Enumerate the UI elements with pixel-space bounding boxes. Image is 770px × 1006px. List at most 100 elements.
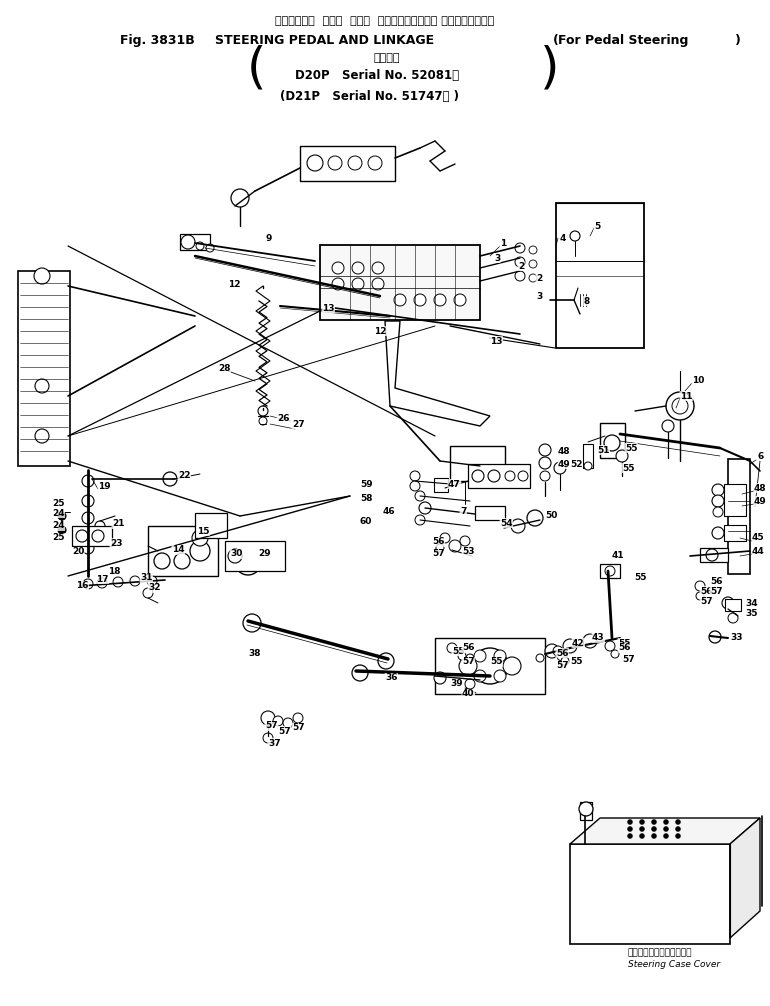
Circle shape <box>35 429 49 443</box>
Text: 57: 57 <box>432 549 444 558</box>
Circle shape <box>231 189 249 207</box>
Text: 48: 48 <box>754 484 767 493</box>
Bar <box>434 478 448 492</box>
Text: 34: 34 <box>745 600 758 609</box>
Text: 51: 51 <box>597 446 610 455</box>
Text: 56: 56 <box>710 576 722 585</box>
Circle shape <box>474 650 486 662</box>
Bar <box>580 802 592 820</box>
Circle shape <box>529 274 537 282</box>
Text: 55: 55 <box>490 658 503 667</box>
Circle shape <box>664 827 668 832</box>
Text: 3: 3 <box>494 254 501 263</box>
Bar <box>728 459 750 574</box>
Circle shape <box>415 515 425 525</box>
Circle shape <box>557 651 567 661</box>
Circle shape <box>494 650 506 662</box>
Bar <box>570 844 730 944</box>
Circle shape <box>640 827 644 832</box>
Circle shape <box>651 834 657 838</box>
Circle shape <box>540 471 550 481</box>
Text: 16: 16 <box>76 581 89 591</box>
Text: 36: 36 <box>385 673 397 682</box>
Circle shape <box>95 521 105 531</box>
Circle shape <box>672 398 688 414</box>
Text: 17: 17 <box>96 574 109 583</box>
Text: 25: 25 <box>52 499 65 507</box>
Circle shape <box>712 527 724 539</box>
Circle shape <box>611 650 619 658</box>
Circle shape <box>242 556 254 568</box>
Text: 3: 3 <box>536 292 542 301</box>
Text: 39: 39 <box>450 679 463 688</box>
Circle shape <box>651 827 657 832</box>
Text: 21: 21 <box>112 519 125 528</box>
Text: ): ) <box>540 44 560 92</box>
Text: 26: 26 <box>277 413 290 423</box>
Text: 49: 49 <box>754 497 767 505</box>
Circle shape <box>82 475 94 487</box>
Circle shape <box>640 834 644 838</box>
Circle shape <box>378 653 394 669</box>
Text: 43: 43 <box>592 634 604 643</box>
Text: 57: 57 <box>462 658 474 667</box>
Polygon shape <box>385 321 490 426</box>
Text: 8: 8 <box>583 297 589 306</box>
Circle shape <box>436 544 444 552</box>
Bar <box>475 506 505 520</box>
Circle shape <box>458 652 466 660</box>
Circle shape <box>709 631 721 643</box>
Circle shape <box>713 507 723 517</box>
Text: 41: 41 <box>612 551 624 560</box>
Text: 49: 49 <box>558 460 571 469</box>
Circle shape <box>263 733 273 743</box>
Text: 52: 52 <box>570 460 582 469</box>
Circle shape <box>243 614 261 632</box>
Circle shape <box>712 484 724 496</box>
Text: 6: 6 <box>758 452 765 461</box>
Text: D20P   Serial No. 52081～: D20P Serial No. 52081～ <box>295 69 459 82</box>
Text: 24: 24 <box>52 508 65 517</box>
Bar <box>556 203 644 348</box>
Circle shape <box>259 417 267 425</box>
Circle shape <box>505 471 515 481</box>
Circle shape <box>604 435 620 451</box>
Bar <box>435 638 545 694</box>
Bar <box>724 525 746 541</box>
Text: 57: 57 <box>622 656 634 665</box>
Text: 40: 40 <box>462 689 474 698</box>
Bar <box>468 464 530 488</box>
Circle shape <box>415 491 425 501</box>
Circle shape <box>472 648 508 684</box>
Text: 10: 10 <box>692 375 705 384</box>
Text: 59: 59 <box>360 480 373 489</box>
Text: 57: 57 <box>278 726 290 735</box>
Circle shape <box>722 597 734 609</box>
Text: 38: 38 <box>248 650 260 659</box>
Text: 56: 56 <box>556 649 568 658</box>
Text: Fig. 3831B: Fig. 3831B <box>120 34 195 47</box>
Circle shape <box>261 711 275 725</box>
Text: 18: 18 <box>108 566 120 575</box>
Circle shape <box>352 278 364 290</box>
Circle shape <box>554 462 566 474</box>
Circle shape <box>190 541 210 561</box>
Bar <box>583 444 593 468</box>
Circle shape <box>488 470 500 482</box>
Circle shape <box>511 519 525 533</box>
Circle shape <box>527 510 543 526</box>
Circle shape <box>666 392 694 420</box>
Text: 5: 5 <box>594 221 601 230</box>
Circle shape <box>545 644 559 658</box>
Text: 55: 55 <box>622 464 634 473</box>
Text: ステアリング  ペダル  および  リンケージ（ペダル ステアリング用）: ステアリング ペダル および リンケージ（ペダル ステアリング用） <box>276 16 494 26</box>
Circle shape <box>102 534 112 544</box>
Text: 27: 27 <box>292 420 305 429</box>
Circle shape <box>293 713 303 723</box>
Circle shape <box>695 581 705 591</box>
Circle shape <box>82 542 94 554</box>
Text: 47: 47 <box>448 480 460 489</box>
Bar <box>600 564 620 578</box>
Text: 58: 58 <box>360 494 373 503</box>
Circle shape <box>651 820 657 825</box>
